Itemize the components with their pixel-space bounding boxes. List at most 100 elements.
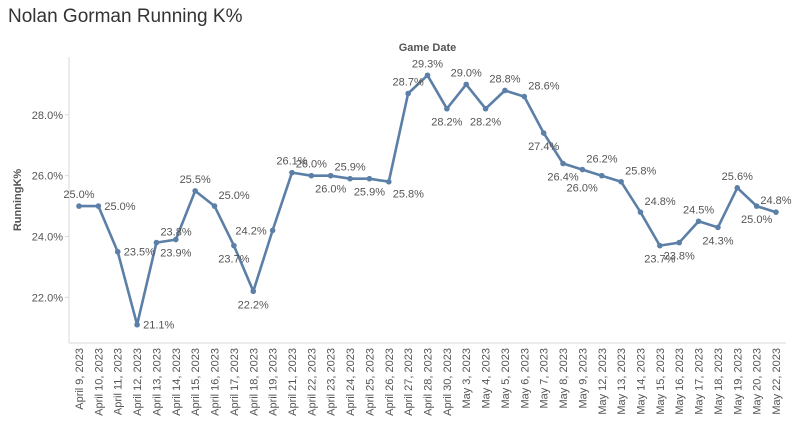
y-tick-label: 24.0% bbox=[32, 232, 63, 244]
x-tick-label: May 18, 2023 bbox=[713, 348, 725, 415]
x-tick-label: April 21, 2023 bbox=[287, 348, 299, 416]
data-point[interactable] bbox=[637, 209, 644, 215]
x-tick-label: May 15, 2023 bbox=[655, 348, 667, 415]
data-label: 24.3% bbox=[702, 235, 733, 247]
x-tick-label: May 5, 2023 bbox=[500, 348, 512, 409]
data-point[interactable] bbox=[211, 203, 218, 209]
data-label: 26.4% bbox=[547, 171, 578, 183]
data-label: 28.8% bbox=[489, 73, 520, 85]
data-point[interactable] bbox=[657, 242, 663, 249]
x-tick-label: April 23, 2023 bbox=[326, 348, 338, 416]
data-label: 23.8% bbox=[160, 227, 191, 239]
data-label: 28.2% bbox=[470, 117, 501, 129]
data-point[interactable] bbox=[366, 175, 373, 182]
data-label: 24.8% bbox=[760, 195, 791, 207]
x-tick-label: April 10, 2023 bbox=[93, 348, 105, 416]
x-tick-label: April 22, 2023 bbox=[306, 348, 318, 416]
x-tick-label: May 16, 2023 bbox=[674, 348, 686, 415]
data-point[interactable] bbox=[598, 172, 605, 179]
x-tick-label: May 8, 2023 bbox=[558, 348, 570, 409]
x-tick-label: April 16, 2023 bbox=[210, 348, 222, 416]
data-label: 25.0% bbox=[104, 201, 135, 213]
data-label: 25.8% bbox=[393, 189, 424, 201]
data-label: 25.8% bbox=[625, 166, 656, 178]
x-tick-label: April 30, 2023 bbox=[442, 348, 454, 416]
x-tick-label: April 26, 2023 bbox=[384, 348, 396, 416]
data-point[interactable] bbox=[424, 72, 431, 79]
y-tick-label: 22.0% bbox=[32, 292, 63, 304]
data-point[interactable] bbox=[521, 93, 528, 100]
data-point[interactable] bbox=[618, 178, 624, 185]
data-point[interactable] bbox=[231, 242, 237, 249]
data-point[interactable] bbox=[289, 169, 295, 176]
data-label: 25.5% bbox=[180, 174, 211, 186]
data-point[interactable] bbox=[676, 239, 682, 246]
data-point[interactable] bbox=[753, 203, 760, 209]
data-point[interactable] bbox=[385, 178, 392, 185]
x-tick-label: April 17, 2023 bbox=[229, 348, 241, 416]
x-tick-label: April 14, 2023 bbox=[171, 348, 183, 416]
x-tick-label: April 12, 2023 bbox=[132, 348, 144, 416]
x-tick-label: April 13, 2023 bbox=[151, 348, 163, 416]
data-label: 25.9% bbox=[354, 187, 385, 199]
chart-title: Nolan Gorman Running K% bbox=[8, 6, 243, 27]
data-label: 29.0% bbox=[451, 67, 482, 79]
data-point[interactable] bbox=[269, 227, 276, 234]
data-point[interactable] bbox=[482, 105, 489, 112]
data-point[interactable] bbox=[347, 175, 353, 182]
x-tick-label: May 7, 2023 bbox=[539, 348, 551, 409]
x-tick-label: May 3, 2023 bbox=[461, 348, 473, 409]
data-point[interactable] bbox=[153, 239, 160, 246]
data-label: 23.9% bbox=[160, 248, 191, 260]
x-tick-label: April 18, 2023 bbox=[248, 348, 260, 416]
x-tick-label: May 4, 2023 bbox=[481, 348, 493, 409]
x-tick-label: April 11, 2023 bbox=[113, 348, 125, 415]
x-tick-label: May 20, 2023 bbox=[752, 348, 764, 415]
data-label: 25.0% bbox=[741, 214, 772, 226]
data-point[interactable] bbox=[540, 130, 547, 136]
data-point[interactable] bbox=[560, 160, 566, 167]
x-tick-label: May 6, 2023 bbox=[519, 348, 531, 409]
data-point[interactable] bbox=[715, 224, 721, 231]
data-point[interactable] bbox=[444, 105, 450, 112]
data-point[interactable] bbox=[192, 188, 198, 194]
data-point[interactable] bbox=[95, 203, 102, 209]
data-label: 27.4% bbox=[528, 141, 559, 153]
x-tick-label: April 24, 2023 bbox=[345, 348, 357, 416]
x-tick-label: April 27, 2023 bbox=[403, 348, 415, 416]
data-label: 23.7% bbox=[218, 254, 249, 266]
data-point[interactable] bbox=[76, 203, 82, 209]
data-point[interactable] bbox=[579, 166, 586, 173]
data-label: 22.2% bbox=[238, 299, 269, 311]
data-point[interactable] bbox=[250, 288, 257, 295]
y-tick-label: 26.0% bbox=[32, 171, 63, 183]
data-point[interactable] bbox=[463, 81, 470, 88]
data-point[interactable] bbox=[114, 248, 121, 255]
x-tick-label: May 19, 2023 bbox=[732, 348, 744, 415]
data-label: 26.0% bbox=[296, 159, 327, 171]
data-label: 24.8% bbox=[644, 196, 675, 208]
data-point[interactable] bbox=[134, 321, 140, 328]
data-label: 24.2% bbox=[235, 225, 266, 237]
data-point[interactable] bbox=[734, 185, 741, 191]
data-label: 24.5% bbox=[683, 204, 714, 216]
data-point[interactable] bbox=[405, 90, 411, 97]
data-label: 26.1% bbox=[276, 156, 307, 168]
data-point[interactable] bbox=[173, 236, 179, 243]
y-tick-label: 28.0% bbox=[32, 110, 63, 122]
data-label: 28.7% bbox=[393, 77, 424, 89]
data-point[interactable] bbox=[502, 87, 508, 94]
data-label: 23.5% bbox=[124, 247, 155, 259]
data-label: 26.0% bbox=[567, 183, 598, 195]
data-label: 23.8% bbox=[664, 251, 695, 263]
data-label: 25.6% bbox=[722, 171, 753, 183]
x-tick-label: May 14, 2023 bbox=[635, 348, 647, 415]
x-tick-label: April 15, 2023 bbox=[190, 348, 202, 416]
data-point[interactable] bbox=[327, 172, 334, 179]
data-label: 25.9% bbox=[334, 162, 365, 174]
data-point[interactable] bbox=[308, 172, 315, 179]
data-label: 23.7% bbox=[644, 254, 675, 266]
data-point[interactable] bbox=[773, 209, 779, 215]
data-point[interactable] bbox=[695, 218, 702, 225]
